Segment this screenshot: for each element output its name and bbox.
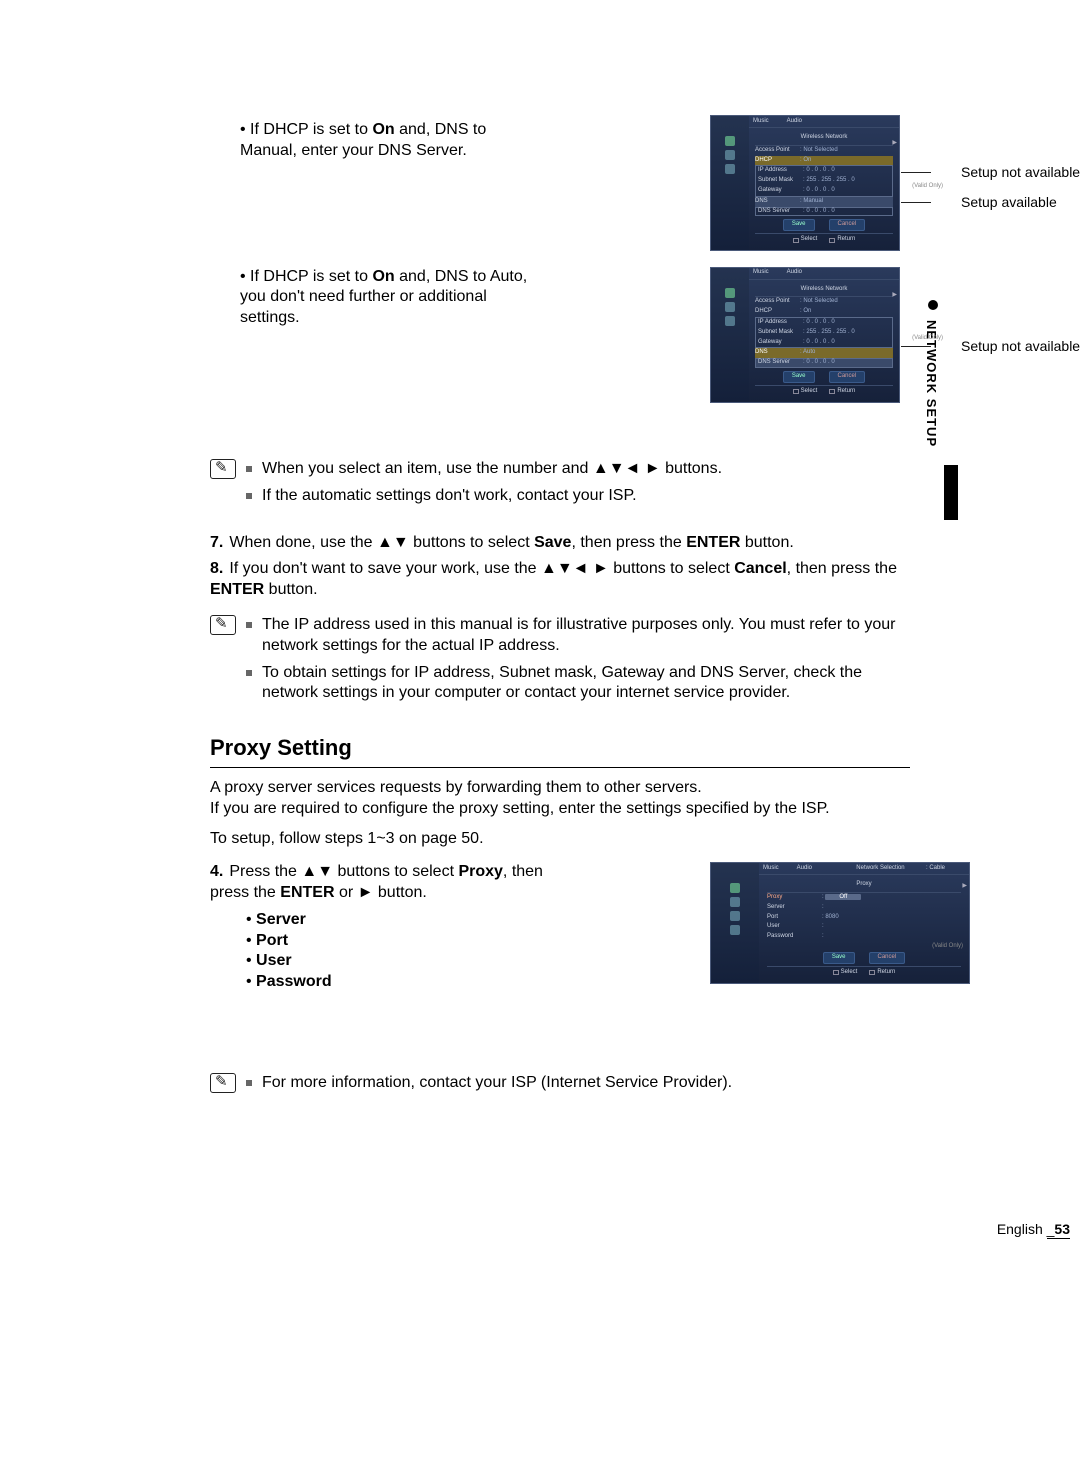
note-item: If the automatic settings don't work, co… xyxy=(246,486,910,507)
proxy-item: Password xyxy=(246,972,580,993)
proxy-item: Port xyxy=(246,931,580,952)
note-icon xyxy=(210,615,236,635)
side-tab-bar xyxy=(944,465,958,520)
note-item: For more information, contact your ISP (… xyxy=(246,1073,910,1094)
heading-rule xyxy=(210,767,910,768)
dhcp-manual-text: If DHCP is set to On and, DNS to Manual,… xyxy=(240,120,540,162)
step-4: 4.Press the ▲▼ buttons to select Proxy, … xyxy=(210,862,580,904)
note-item: To obtain settings for IP address, Subne… xyxy=(246,663,910,705)
note-icon xyxy=(210,459,236,479)
page-footer: English _53 xyxy=(997,1220,1070,1239)
note-item: The IP address used in this manual is fo… xyxy=(246,615,910,657)
screenshot-wireless-auto: MusicAudio Wireless Network Access Point… xyxy=(710,267,900,403)
step-7: 7.When done, use the ▲▼ buttons to selec… xyxy=(210,533,910,554)
screenshot-wireless-manual: MusicAudio Wireless Network Access Point… xyxy=(710,115,900,251)
proxy-item: Server xyxy=(246,910,580,931)
callout-na-1: Setup not available xyxy=(961,163,1080,181)
proxy-p2: If you are required to configure the pro… xyxy=(210,799,910,820)
callout-na-2: Setup not available xyxy=(961,337,1080,355)
screenshot-proxy: MusicAudio Network Selection : Cable Pro… xyxy=(710,862,970,983)
page-content: If DHCP is set to On and, DNS to Manual,… xyxy=(210,120,910,1100)
note-icon xyxy=(210,1073,236,1093)
proxy-p1: A proxy server services requests by forw… xyxy=(210,778,910,799)
note-item: When you select an item, use the number … xyxy=(246,459,910,480)
proxy-p3: To setup, follow steps 1~3 on page 50. xyxy=(210,829,910,850)
step-8: 8.If you don't want to save your work, u… xyxy=(210,559,910,601)
dhcp-auto-text: If DHCP is set to On and, DNS to Auto, y… xyxy=(240,267,540,329)
callout-av: Setup available xyxy=(961,193,1057,211)
heading-proxy: Proxy Setting xyxy=(210,734,910,763)
proxy-item: User xyxy=(246,951,580,972)
